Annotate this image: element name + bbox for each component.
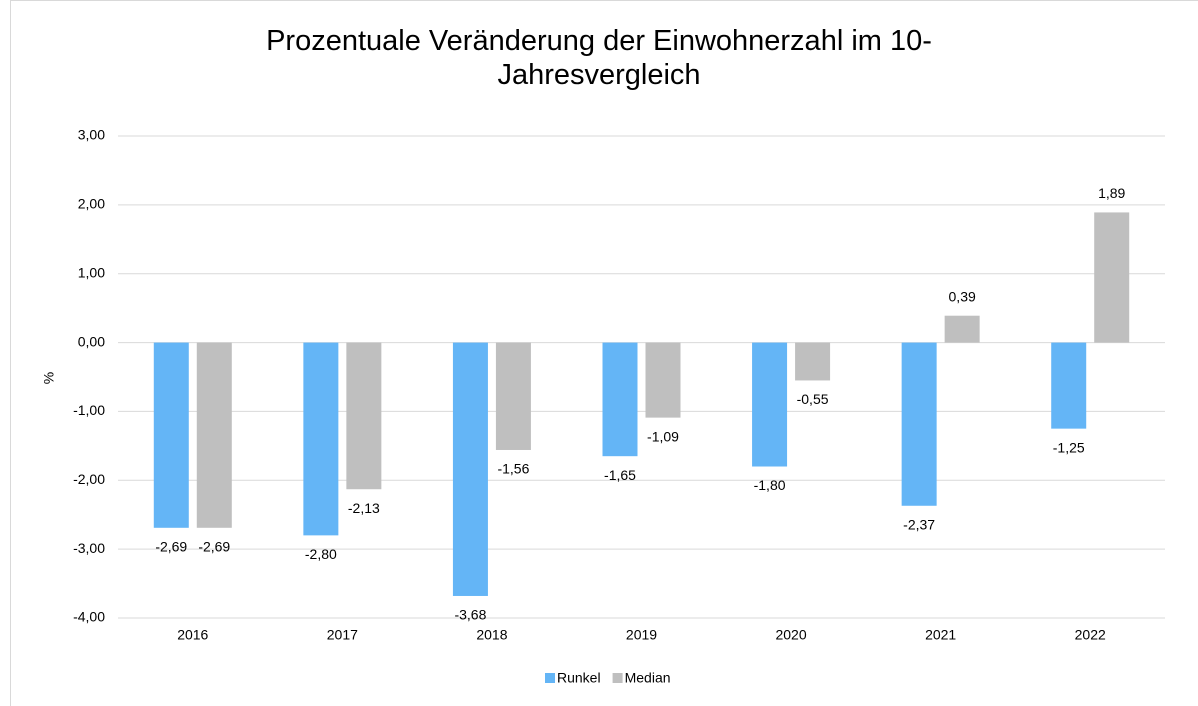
bar	[752, 342, 788, 467]
bar	[795, 342, 831, 381]
value-label: -1,25	[1053, 439, 1085, 455]
bar	[303, 342, 339, 536]
value-label: -1,09	[647, 428, 679, 444]
y-tick-label: -1,00	[73, 402, 105, 418]
bar	[346, 342, 382, 490]
y-tick-label: 1,00	[78, 264, 105, 280]
bar	[1051, 342, 1087, 429]
x-tick-label: 2018	[476, 627, 507, 643]
bar	[1094, 212, 1130, 343]
y-axis-label: %	[41, 372, 57, 384]
legend-label: Runkel	[557, 670, 601, 686]
bar	[153, 342, 189, 528]
legend-label: Median	[625, 670, 671, 686]
x-tick-label: 2021	[925, 627, 956, 643]
value-label: -1,56	[497, 461, 529, 477]
value-label: 1,89	[1098, 185, 1125, 201]
value-label: -3,68	[454, 607, 486, 623]
value-label: -2,80	[305, 546, 337, 562]
value-label: -1,65	[604, 467, 636, 483]
bar	[196, 342, 232, 528]
bar	[495, 342, 531, 450]
bar	[602, 342, 638, 457]
x-tick-label: 2022	[1075, 627, 1106, 643]
value-label: -2,37	[903, 516, 935, 532]
bar	[901, 342, 937, 506]
value-label: -2,69	[155, 539, 187, 555]
y-tick-label: -4,00	[73, 609, 105, 625]
x-tick-label: 2017	[327, 627, 358, 643]
y-tick-label: 2,00	[78, 196, 105, 212]
legend-swatch	[545, 673, 555, 683]
y-tick-label: 3,00	[78, 127, 105, 143]
chart-title: Prozentuale Veränderung der Einwohnerzah…	[266, 25, 932, 91]
bar	[452, 342, 488, 596]
legend-swatch	[612, 673, 623, 683]
x-tick-label: 2019	[626, 627, 657, 643]
value-label: -0,55	[797, 391, 829, 407]
x-tick-label: 2016	[177, 627, 208, 643]
value-label: -1,80	[754, 477, 786, 493]
y-tick-label: -3,00	[73, 540, 105, 556]
bar	[645, 342, 681, 418]
value-label: -2,69	[198, 539, 230, 555]
value-label: -2,13	[348, 500, 380, 516]
y-tick-label: 0,00	[78, 333, 105, 349]
value-label: 0,39	[949, 288, 976, 304]
x-tick-label: 2020	[775, 627, 806, 643]
chart-border	[10, 0, 1198, 706]
bar	[944, 315, 980, 343]
y-tick-label: -2,00	[73, 471, 105, 487]
